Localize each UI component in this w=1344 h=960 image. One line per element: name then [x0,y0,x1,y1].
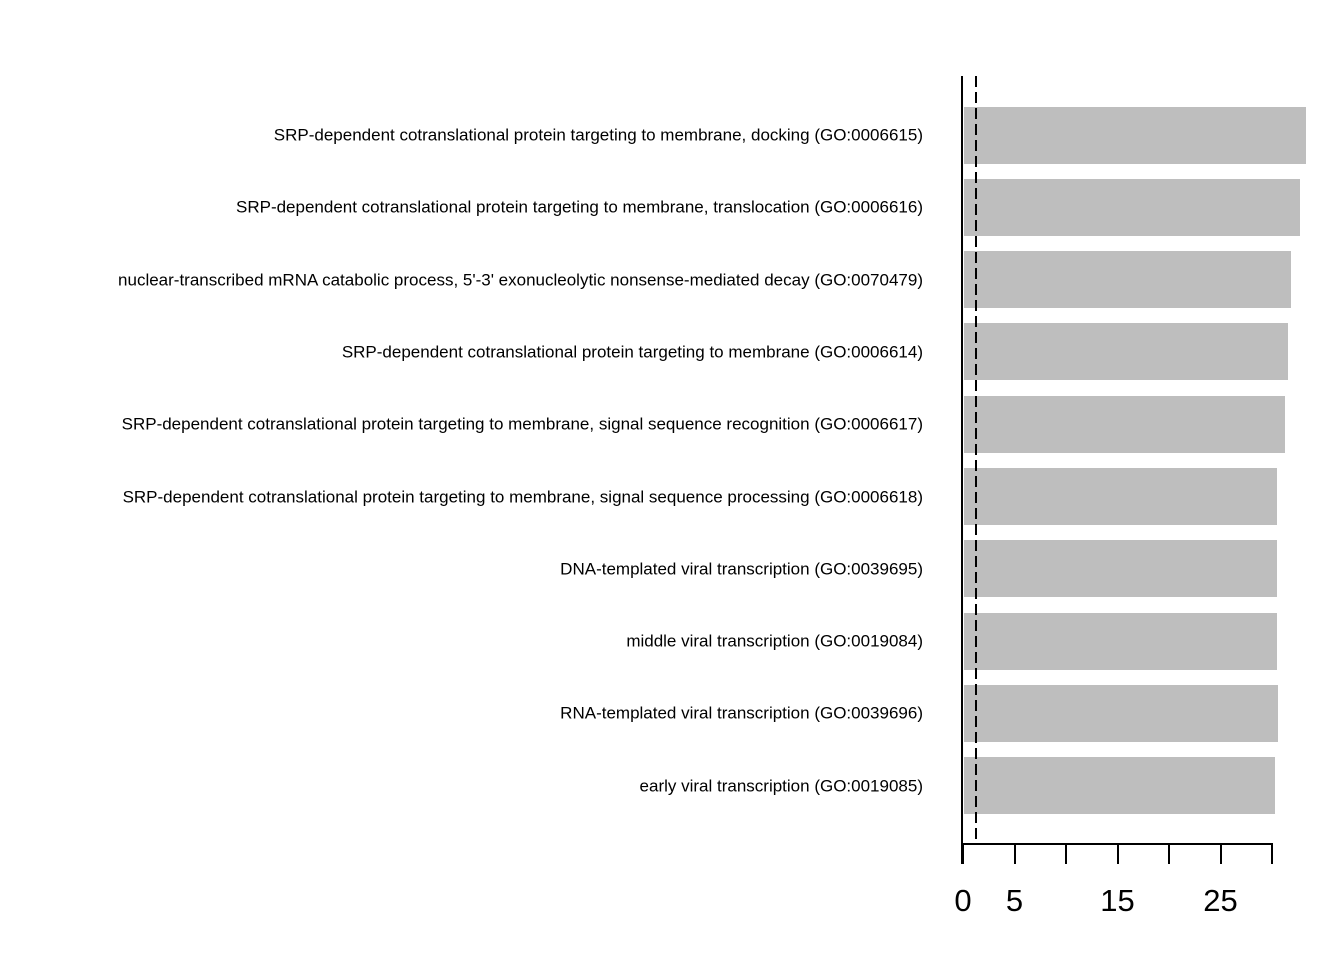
x-axis-tick-label: 5 [1005,883,1024,918]
x-axis-tick [1219,844,1222,864]
category-label: middle viral transcription (GO:0019084) [626,631,923,651]
category-label: SRP-dependent cotranslational protein ta… [121,414,923,434]
bar-row: early viral transcription (GO:0019085) [0,757,1344,815]
bar-row: SRP-dependent cotranslational protein ta… [0,178,1344,236]
bar [964,395,1286,453]
bar-row: DNA-templated viral transcription (GO:00… [0,540,1344,598]
bar [964,323,1289,381]
category-label: SRP-dependent cotranslational protein ta… [122,487,923,506]
x-axis-tick-label: 25 [1203,883,1238,918]
bar-row: SRP-dependent cotranslational protein ta… [0,323,1344,381]
category-label: RNA-templated viral transcription (GO:00… [560,703,923,723]
x-axis-tick-label: 15 [1100,883,1135,918]
bar-row: RNA-templated viral transcription (GO:00… [0,684,1344,742]
x-axis-tick [1271,844,1273,864]
x-axis-tick [1116,844,1119,864]
bar [964,540,1278,598]
bar-row: SRP-dependent cotranslational protein ta… [0,106,1344,164]
category-label: SRP-dependent cotranslational protein ta… [235,197,923,217]
x-axis-tick [1013,844,1016,864]
bar [964,757,1276,815]
x-axis-tick [1065,844,1067,864]
category-label: early viral transcription (GO:0019085) [639,776,923,796]
x-axis-tick-label: 0 [954,883,972,918]
x-axis-tick [962,844,964,864]
bar [964,251,1291,309]
bar-row: SRP-dependent cotranslational protein ta… [0,468,1344,525]
bar [964,684,1279,742]
bar [964,612,1278,670]
y-axis-line [961,76,963,864]
bar-row: middle viral transcription (GO:0019084) [0,612,1344,670]
significance-threshold-dashed-line [975,76,978,844]
bar [964,178,1300,236]
bar-row: nuclear-transcribed mRNA catabolic proce… [0,251,1344,309]
x-axis-tick [1168,844,1170,864]
bar-row: SRP-dependent cotranslational protein ta… [0,395,1344,453]
bar [964,468,1278,525]
category-label: SRP-dependent cotranslational protein ta… [341,342,923,362]
category-label: SRP-dependent cotranslational protein ta… [273,125,923,145]
category-label: DNA-templated viral transcription (GO:00… [560,559,923,579]
category-label: nuclear-transcribed mRNA catabolic proce… [118,270,923,290]
bar [964,106,1306,164]
